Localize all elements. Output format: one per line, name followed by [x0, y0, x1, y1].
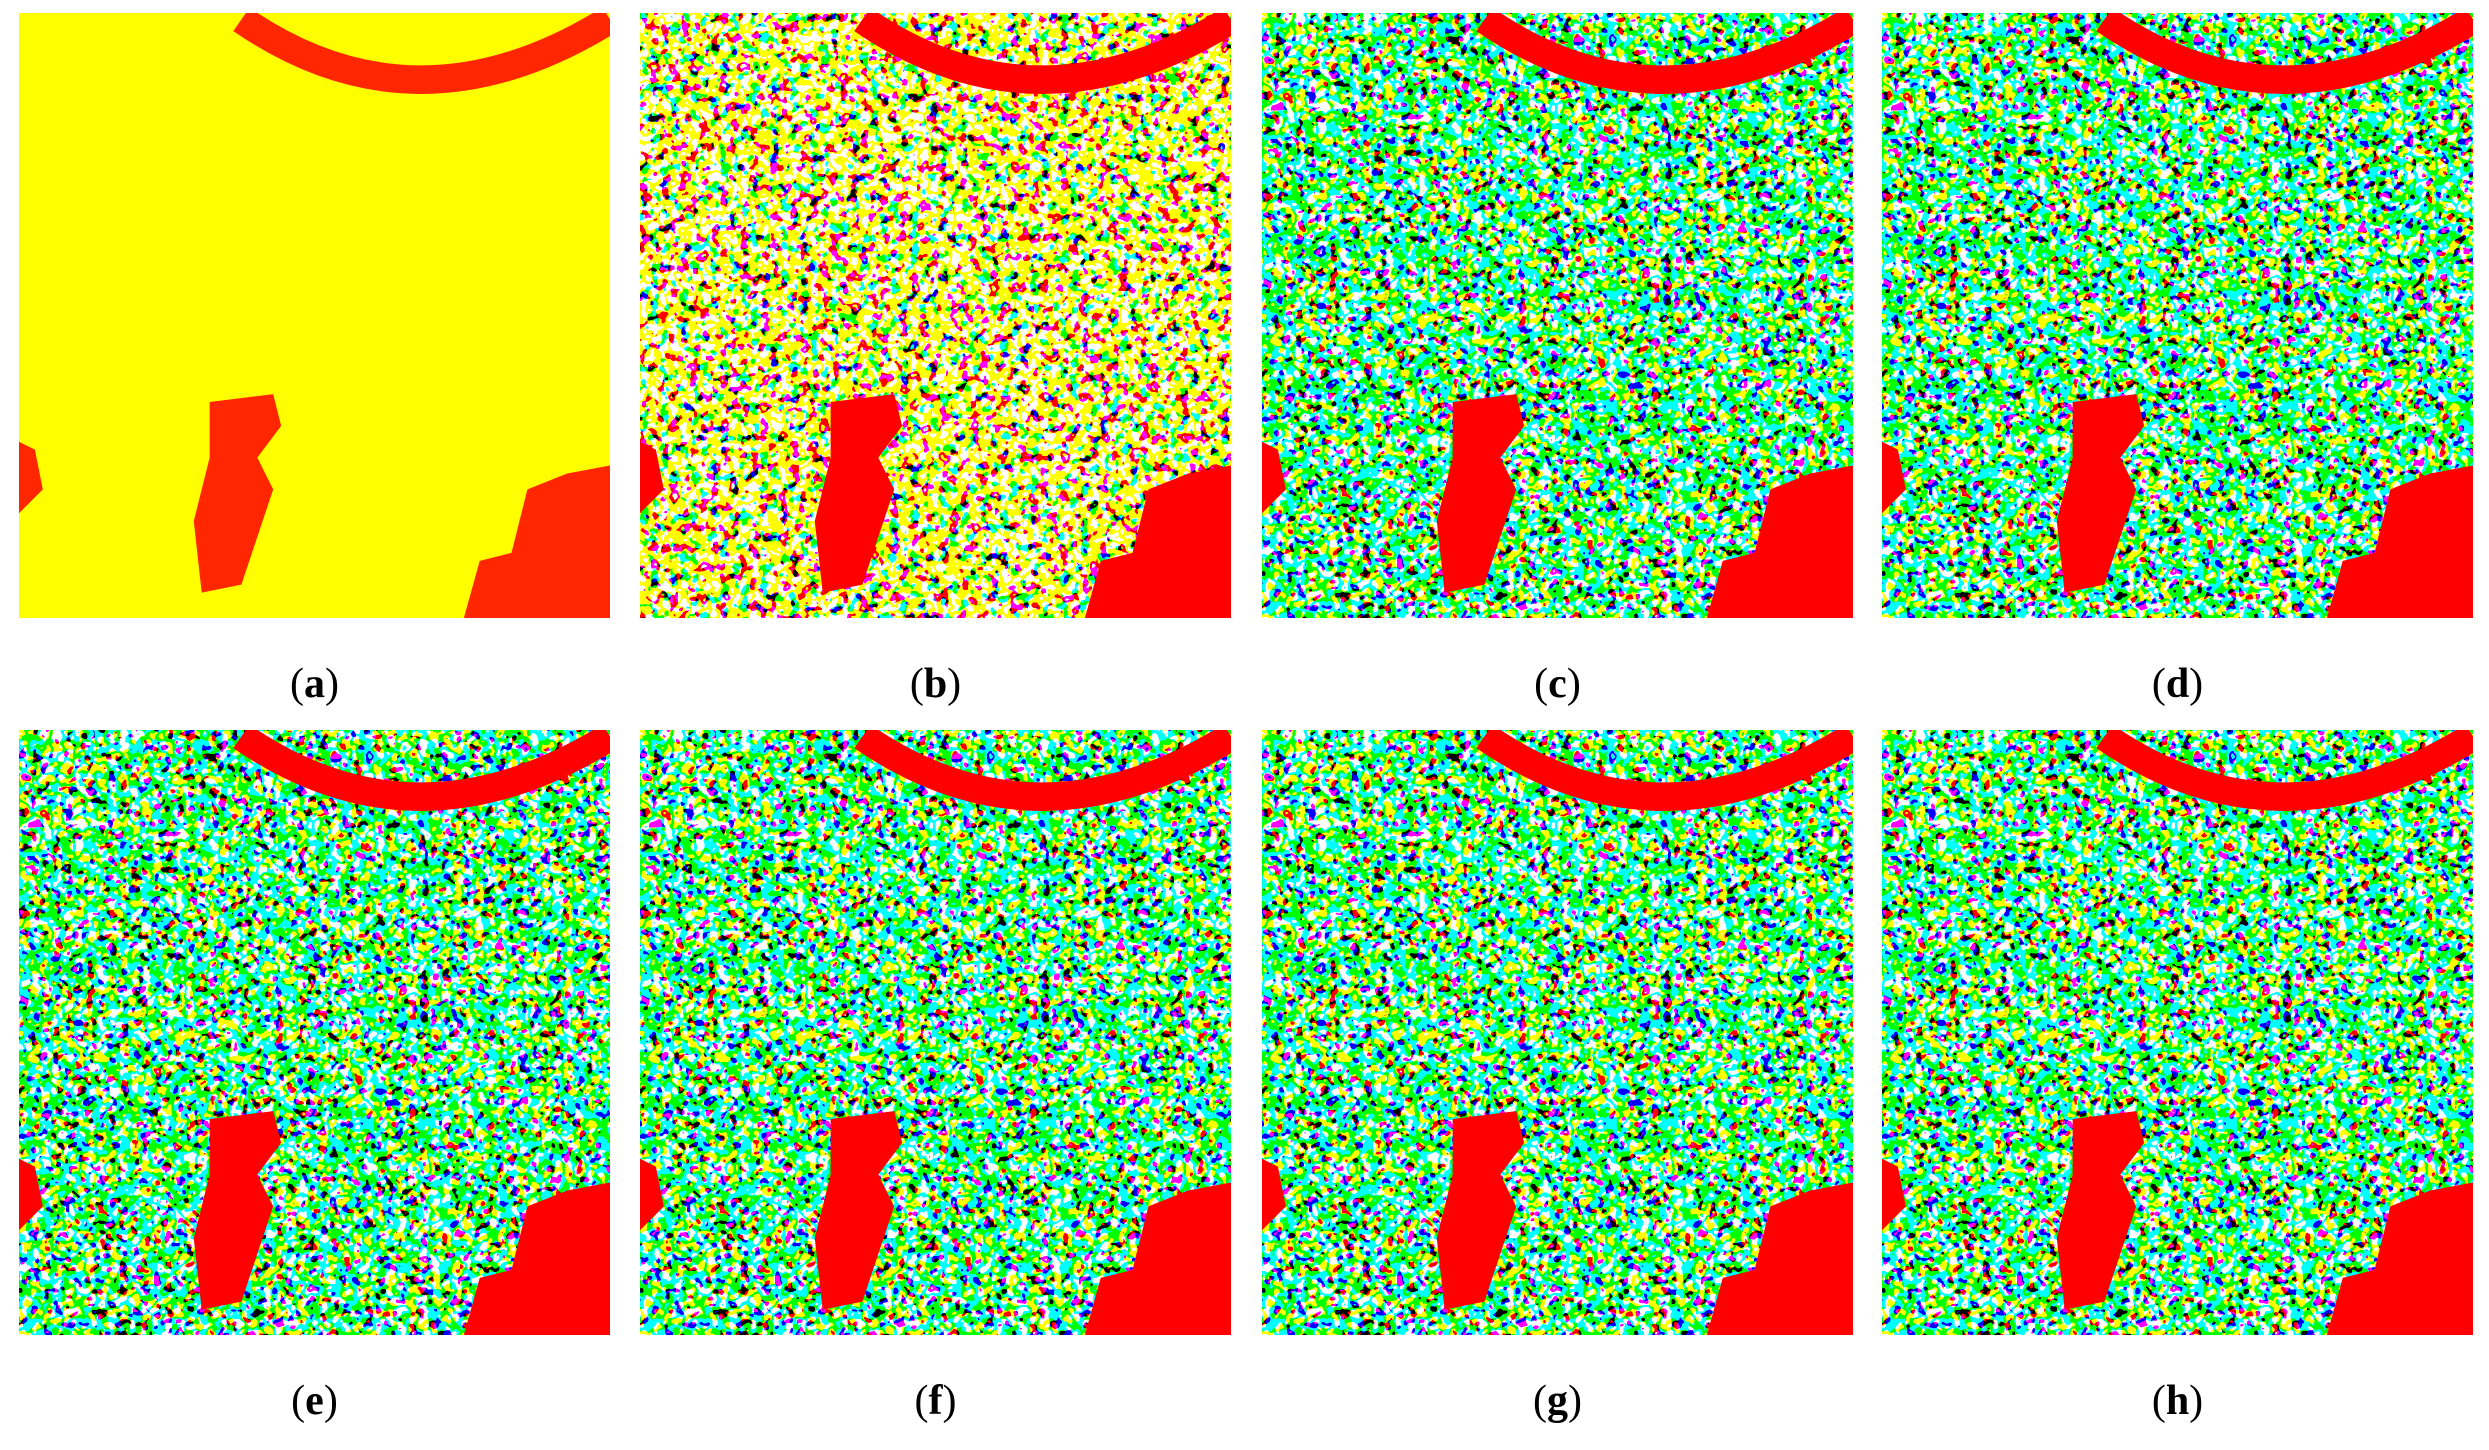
map-background: [1882, 730, 2473, 1335]
caption-close: ): [1568, 1378, 1582, 1424]
map-content: [1882, 730, 2473, 1335]
caption-close: ): [325, 661, 339, 707]
panel-grid: (a) (b) (c) (d)(e) (f) (g) (h): [19, 13, 2473, 1424]
classification-map: [19, 13, 610, 618]
panel-caption: (f): [915, 1378, 957, 1424]
caption-letter: b: [924, 661, 947, 707]
caption-close: ): [324, 1378, 338, 1424]
classification-map: [640, 730, 1231, 1335]
map-content: [1262, 13, 1853, 618]
panel-caption: (c): [1534, 661, 1581, 707]
caption-open: (: [2152, 661, 2166, 707]
classification-map: [640, 13, 1231, 618]
panel-caption: (g): [1533, 1378, 1582, 1424]
caption-open: (: [1533, 1378, 1547, 1424]
panel-caption: (d): [2152, 661, 2203, 707]
map-content: [640, 13, 1231, 618]
classification-map: [1882, 13, 2473, 618]
map-background: [1262, 730, 1853, 1335]
map-background: [640, 13, 1231, 618]
caption-letter: c: [1548, 661, 1567, 707]
map-background: [19, 730, 610, 1335]
caption-open: (: [910, 661, 924, 707]
caption-close: ): [1567, 661, 1581, 707]
classification-map: [1882, 730, 2473, 1335]
caption-open: (: [1534, 661, 1548, 707]
map-background: [1262, 13, 1853, 618]
map-background: [640, 730, 1231, 1335]
caption-letter: a: [304, 661, 325, 707]
panel-caption: (a): [290, 661, 339, 707]
caption-close: ): [947, 661, 961, 707]
caption-letter: f: [929, 1378, 944, 1424]
classification-map: [1262, 13, 1853, 618]
caption-open: (: [291, 1378, 305, 1424]
classification-map: [19, 730, 610, 1335]
map-content: [1262, 730, 1853, 1335]
map-content: [19, 730, 610, 1335]
caption-letter: h: [2166, 1378, 2189, 1424]
map-background: [1882, 13, 2473, 618]
caption-close: ): [2189, 661, 2203, 707]
map-content: [19, 13, 610, 618]
map-background: [19, 13, 610, 618]
caption-open: (: [290, 661, 304, 707]
caption-close: ): [2189, 1378, 2203, 1424]
panel-caption: (h): [2152, 1378, 2203, 1424]
map-content: [1882, 13, 2473, 618]
caption-letter: g: [1547, 1378, 1568, 1424]
classification-map: [1262, 730, 1853, 1335]
caption-letter: d: [2166, 661, 2189, 707]
map-content: [640, 730, 1231, 1335]
caption-open: (: [2152, 1378, 2166, 1424]
caption-letter: e: [305, 1378, 324, 1424]
panel-caption: (e): [291, 1378, 338, 1424]
caption-close: ): [943, 1378, 957, 1424]
panel-caption: (b): [910, 661, 961, 707]
caption-open: (: [915, 1378, 929, 1424]
